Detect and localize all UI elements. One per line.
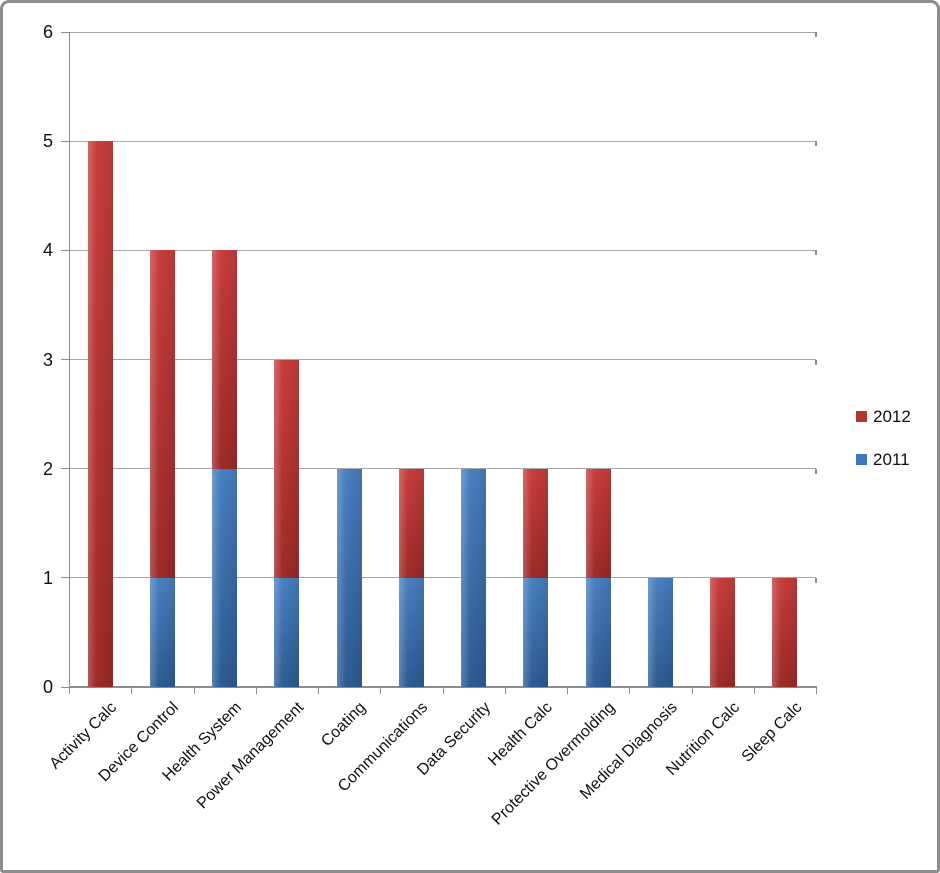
y-tick-0 xyxy=(61,686,69,688)
y-tick-5 xyxy=(61,140,69,142)
bar-segment-2011-health-system[interactable] xyxy=(212,468,238,687)
y-axis-tick-label-1: 1 xyxy=(42,567,53,588)
y-tick-6 xyxy=(61,31,69,33)
legend-item-2012[interactable]: 2012 xyxy=(856,407,911,426)
bar-segment-2012-sleep-calc[interactable] xyxy=(772,577,798,687)
x-tick-9 xyxy=(629,687,631,694)
x-tick-10 xyxy=(691,687,693,694)
y-axis-tick-label-0: 0 xyxy=(42,677,53,697)
x-tick-3 xyxy=(255,687,257,694)
x-axis-label-sleep-calc: Sleep Calc xyxy=(738,699,805,766)
y-axis-tick-label-5: 5 xyxy=(42,131,53,152)
y-tick-2 xyxy=(61,468,69,470)
y-axis-tick-label-2: 2 xyxy=(42,458,53,479)
y-tick-right-5 xyxy=(815,141,817,147)
legend-item-2011[interactable]: 2011 xyxy=(856,450,910,469)
x-tick-12 xyxy=(816,687,817,694)
bar-segment-2012-activity-calc[interactable] xyxy=(87,141,113,687)
bar-segment-2012-health-calc[interactable] xyxy=(523,468,549,578)
gridline-5 xyxy=(69,140,816,142)
bar-segment-2011-device-control[interactable] xyxy=(149,577,175,687)
bar-segment-2011-communications[interactable] xyxy=(398,577,424,687)
y-tick-4 xyxy=(61,249,69,251)
x-tick-8 xyxy=(567,687,568,694)
gridline-1 xyxy=(69,577,816,579)
bar-segment-2012-communications[interactable] xyxy=(398,468,424,578)
x-tick-2 xyxy=(193,687,195,694)
bar-segment-2011-health-calc[interactable] xyxy=(523,577,549,687)
y-axis-tick-label-6: 6 xyxy=(42,22,53,42)
x-axis-label-protective-overmolding: Protective Overmolding xyxy=(488,699,619,829)
legend-swatch-2012-icon xyxy=(856,411,867,422)
y-tick-right-3 xyxy=(815,359,817,365)
y-tick-right-4 xyxy=(815,250,817,256)
gridline-2 xyxy=(69,468,816,470)
y-tick-3 xyxy=(61,359,69,360)
legend-label-2011: 2011 xyxy=(873,450,910,469)
legend-label-2012: 2012 xyxy=(873,407,911,426)
y-axis-line xyxy=(69,32,70,687)
x-tick-6 xyxy=(442,687,444,694)
bar-segment-2012-protective-overmolding[interactable] xyxy=(585,468,611,578)
bar-segment-2012-power-management[interactable] xyxy=(274,359,300,578)
legend-swatch-2011-icon xyxy=(856,454,867,465)
x-tick-7 xyxy=(504,687,506,694)
bar-segment-2011-coating[interactable] xyxy=(336,468,362,687)
bar-segment-2011-data-security[interactable] xyxy=(461,468,487,687)
x-tick-0 xyxy=(69,687,70,694)
bar-segment-2012-device-control[interactable] xyxy=(149,250,175,578)
y-axis-tick-label-3: 3 xyxy=(42,349,53,370)
x-tick-1 xyxy=(131,687,133,694)
y-axis-tick-label-4: 4 xyxy=(42,240,53,261)
x-axis-label-coating: Coating xyxy=(318,699,370,751)
bar-segment-2012-nutrition-calc[interactable] xyxy=(710,577,736,687)
bar-segment-2011-protective-overmolding[interactable] xyxy=(585,577,611,687)
y-tick-right-1 xyxy=(815,577,817,583)
bar-segment-2012-health-system[interactable] xyxy=(212,250,238,469)
gridline-6 xyxy=(69,31,816,33)
x-tick-11 xyxy=(753,687,755,694)
y-tick-1 xyxy=(61,577,69,579)
gridline-4 xyxy=(69,249,816,251)
bar-segment-2011-power-management[interactable] xyxy=(274,577,300,687)
y-tick-right-6 xyxy=(815,32,817,37)
x-axis-label-power-management: Power Management xyxy=(193,699,307,813)
x-tick-5 xyxy=(380,687,382,694)
y-tick-right-2 xyxy=(815,468,817,474)
bar-segment-2011-medical-diagnosis[interactable] xyxy=(647,577,673,687)
gridline-3 xyxy=(69,359,816,360)
x-tick-4 xyxy=(318,687,319,694)
